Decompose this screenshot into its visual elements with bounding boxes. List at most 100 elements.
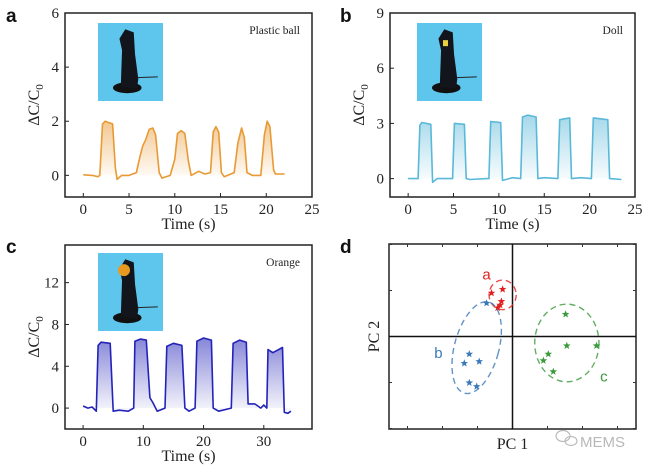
x-tick-label: 25	[305, 202, 320, 218]
data-point-star	[465, 378, 474, 386]
data-point-star	[544, 350, 553, 358]
x-tick-label: 5	[450, 202, 458, 218]
watermark: MEMS	[555, 429, 625, 451]
data-point-star	[561, 310, 570, 318]
y-label-subscript: 0	[359, 84, 371, 90]
panel-letter-c: c	[6, 237, 17, 258]
inset-photo	[417, 23, 482, 101]
cluster-a: a	[482, 267, 517, 312]
y-tick-label: 2	[52, 114, 60, 130]
series-fill	[408, 115, 622, 183]
x-tick-label: 20	[196, 434, 211, 450]
y-tick-label: 8	[52, 317, 60, 333]
plot-frame	[64, 12, 313, 198]
data-point-star	[498, 285, 507, 293]
plot-frame	[64, 244, 313, 430]
sensor-wire	[136, 76, 158, 79]
panel-letter-a: a	[6, 6, 17, 27]
series-fill	[83, 121, 285, 180]
sample-annotation: Plastic ball	[249, 25, 300, 37]
inset-photo	[98, 253, 163, 331]
panel-letter-d: d	[340, 237, 352, 258]
y-tick-label: 6	[377, 61, 385, 77]
cluster-label: a	[482, 267, 491, 284]
x-tick-label: 25	[628, 202, 643, 218]
data-point-star	[592, 341, 601, 349]
cluster-ellipse	[451, 300, 503, 395]
x-tick-label: 15	[537, 202, 552, 218]
data-point-star	[493, 303, 502, 312]
data-point-star	[465, 350, 474, 358]
x-tick-label: 15	[213, 202, 228, 218]
sensor-wire	[455, 76, 477, 79]
x-axis-label: Time (s)	[161, 216, 215, 233]
x-axis-label: Time (s)	[485, 216, 539, 233]
inset-photo	[98, 23, 163, 101]
y-axis-label: PC 2	[366, 321, 383, 353]
y-tick-label: 4	[52, 60, 60, 76]
series-line	[83, 120, 285, 181]
x-tick-label: 0	[404, 202, 412, 218]
x-tick-label: 10	[136, 434, 151, 450]
x-axis-label: PC 1	[497, 436, 529, 453]
y-label-subscript: 0	[34, 84, 46, 90]
data-point-star	[539, 356, 548, 364]
data-point-star	[497, 297, 506, 305]
gripper-finger	[119, 29, 139, 89]
y-label-main: ΔC/C	[26, 322, 43, 358]
data-point-star	[563, 341, 571, 349]
data-point-star	[482, 299, 491, 307]
y-label-main: ΔC/C	[351, 90, 368, 126]
data-point-star	[475, 357, 483, 365]
data-point-star	[487, 289, 496, 297]
data-point-star	[460, 359, 469, 367]
y-label-main: ΔC/C	[26, 90, 43, 126]
x-tick-label: 5	[125, 202, 133, 218]
series-line	[408, 114, 622, 184]
x-tick-label: 20	[259, 202, 274, 218]
data-point-star	[549, 367, 558, 375]
y-tick-label: 9	[377, 6, 385, 22]
wechat-icon	[555, 429, 578, 447]
doll-object	[443, 40, 448, 47]
x-axis-label: Time (s)	[161, 448, 215, 465]
x-tick-label: 0	[80, 202, 88, 218]
x-tick-label: 30	[256, 434, 271, 450]
data-point-star	[496, 301, 504, 309]
x-tick-label: 10	[167, 202, 182, 218]
sensor-wire	[136, 306, 158, 309]
x-tick-label: 0	[79, 434, 87, 450]
x-tick-label: 20	[582, 202, 597, 218]
y-axis-label: ΔC/C0	[26, 316, 46, 358]
chart-panel-d: a b c PC 1 PC 2	[366, 243, 637, 453]
cluster-label: b	[434, 345, 442, 362]
y-tick-label: 0	[377, 172, 385, 188]
y-tick-label: 0	[52, 168, 60, 184]
series-line	[82, 337, 292, 415]
watermark-text: MEMS	[580, 434, 625, 451]
cluster-c: c	[534, 303, 608, 385]
panel-letter-b: b	[340, 6, 352, 27]
y-axis-label: ΔC/C0	[26, 84, 46, 126]
y-tick-label: 0	[52, 401, 60, 417]
y-tick-label: 4	[52, 359, 60, 375]
plot-frame	[389, 12, 636, 198]
sample-annotation: Orange	[266, 257, 300, 269]
y-label-subscript: 0	[34, 316, 46, 322]
cluster-ellipse	[534, 303, 600, 383]
data-point-star	[472, 382, 481, 390]
sample-annotation: Doll	[603, 25, 623, 37]
y-axis-label: ΔC/C0	[351, 84, 371, 126]
series-fill	[83, 338, 291, 414]
y-tick-label: 12	[44, 276, 59, 292]
orange-object	[118, 264, 130, 277]
y-tick-label: 6	[52, 6, 60, 22]
cluster-b: b	[434, 299, 503, 395]
y-tick-label: 3	[377, 116, 385, 132]
cluster-label: c	[600, 368, 608, 385]
x-tick-label: 10	[491, 202, 506, 218]
